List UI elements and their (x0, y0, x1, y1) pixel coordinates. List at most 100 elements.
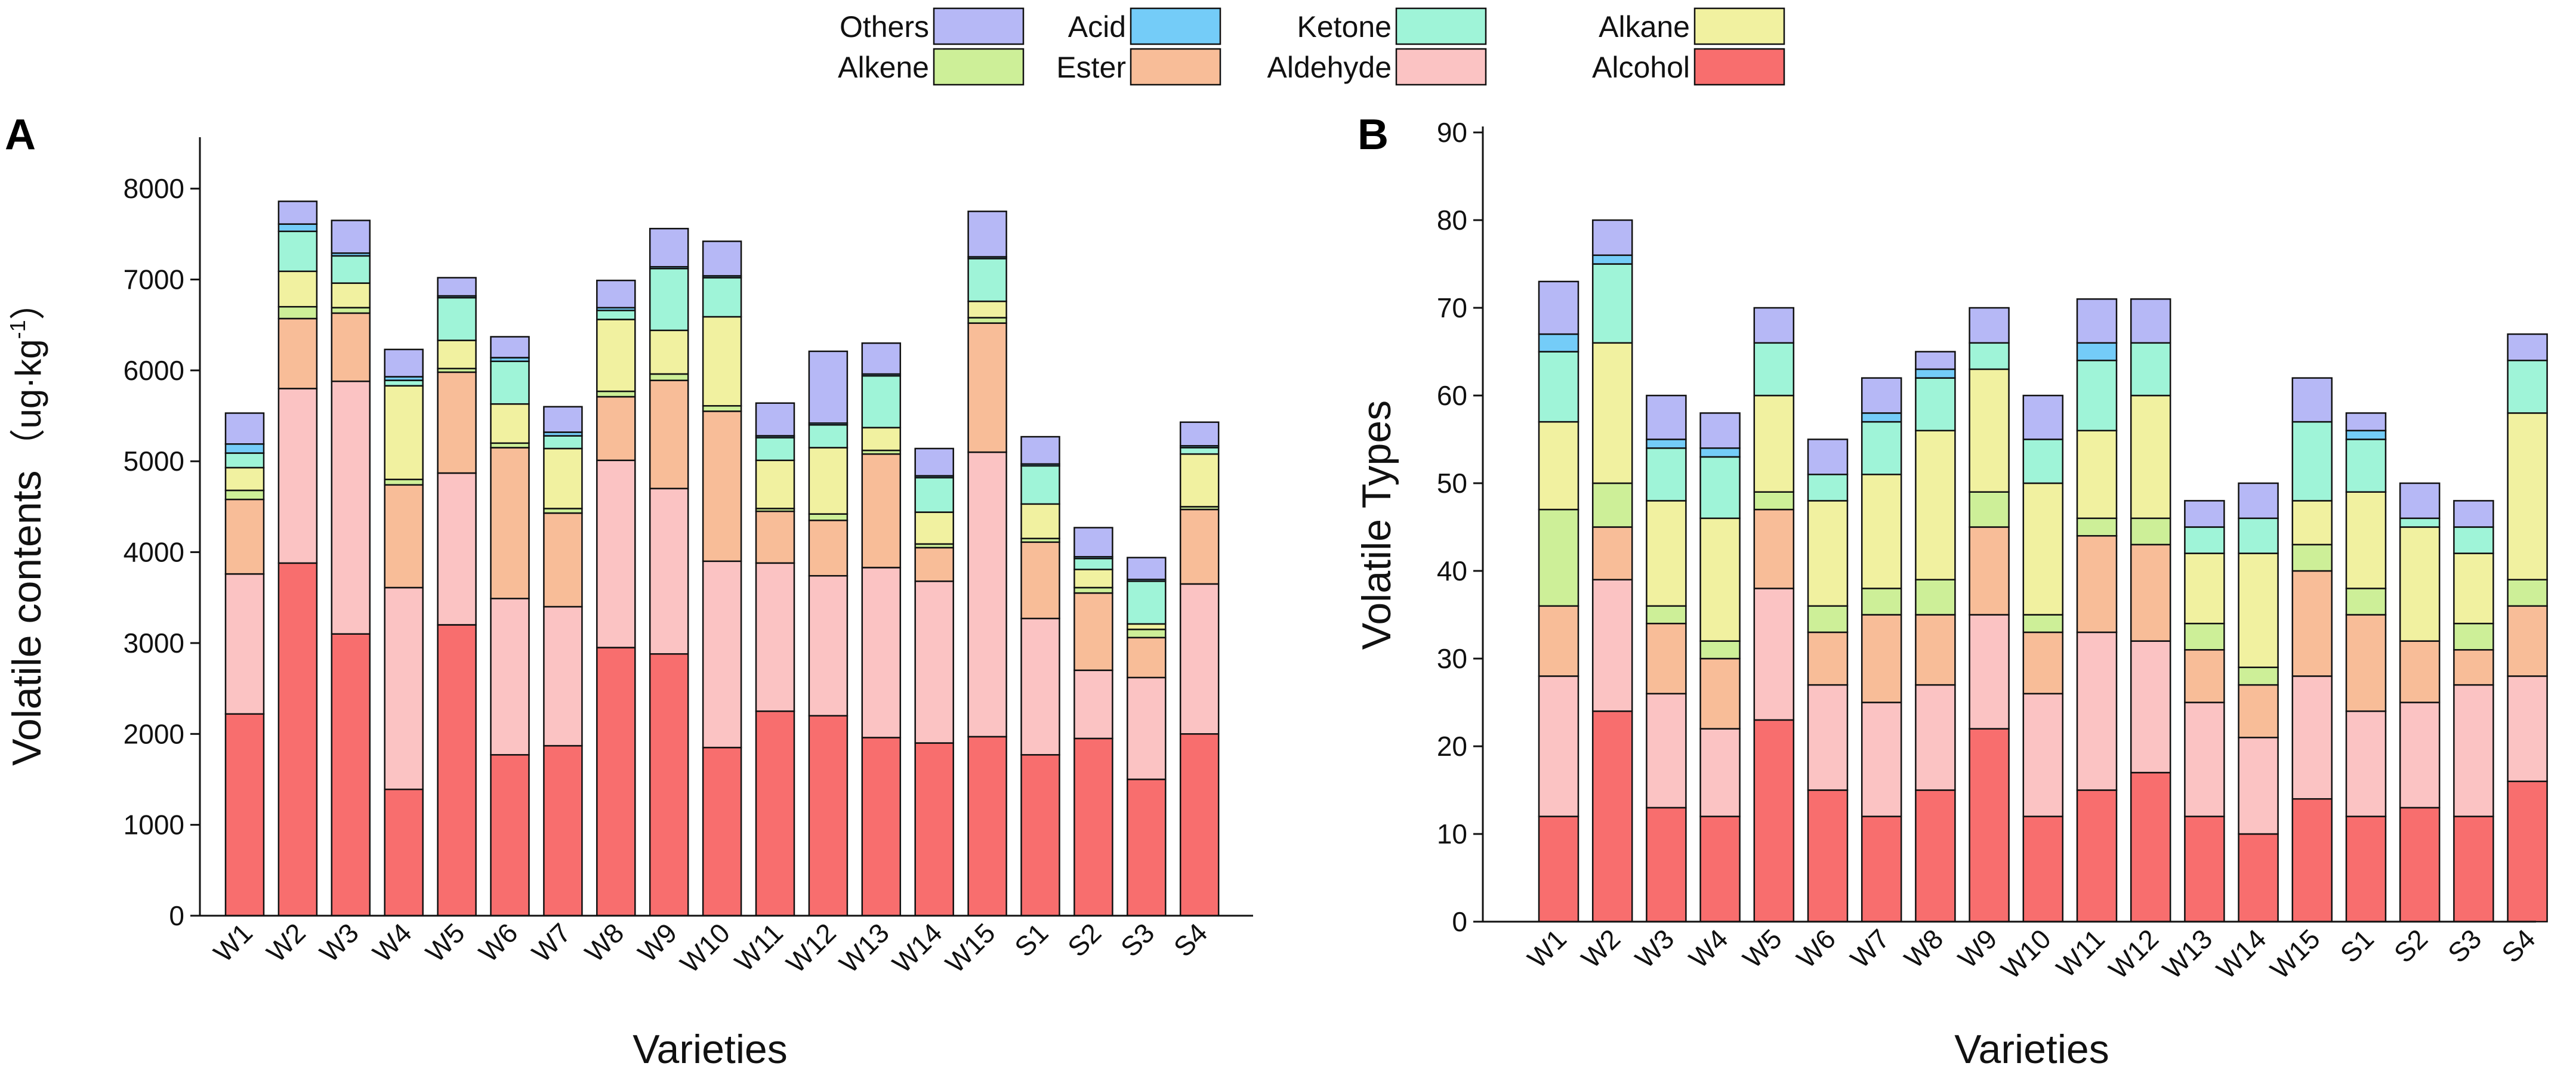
bar-s1-alkane (2345, 491, 2387, 589)
bar-w2-others (1591, 219, 1633, 257)
bar-s2-alcohol (1073, 737, 1113, 917)
bar-w9-aldehyde (649, 487, 689, 655)
bar-w12-ketone (808, 424, 849, 449)
bar-w14-others (2238, 482, 2279, 520)
bar-s4-ketone (1179, 447, 1220, 455)
bar-w14-alkane (914, 511, 954, 545)
bar-w1-ester (1538, 605, 1579, 677)
bar-s2-ester (1073, 592, 1113, 671)
bar-w15-ester (2291, 570, 2333, 677)
bar-w15-others (2291, 377, 2333, 423)
bar-w15-alkane (2291, 500, 2333, 546)
bar-w11-ester (2076, 535, 2118, 634)
y-tick-label: 3000 (124, 628, 184, 659)
x-tick-label-w11: W11 (729, 917, 789, 977)
bar-w6-alkane (1807, 500, 1849, 607)
bar-w15-ketone (967, 258, 1007, 302)
bar-w7-aldehyde (1861, 702, 1902, 817)
bar-w13-alcohol (861, 737, 902, 917)
legend-swatch-alcohol (1693, 48, 1785, 86)
x-tick-label-w4: W4 (1683, 923, 1734, 974)
bar-w2-alkene (277, 305, 318, 320)
bar-w11-alkane (755, 459, 795, 509)
bar-s4-ketone (2507, 359, 2548, 414)
bar-s1-ester (1020, 541, 1060, 620)
bar-w14-ester (914, 546, 954, 582)
y-axis-title-main: Volatile Types (1354, 400, 1399, 650)
bar-w12-ester (2130, 543, 2171, 642)
bar-s2-ketone (1073, 558, 1113, 570)
y-tick-label: 80 (1437, 205, 1467, 236)
bar-w1-ketone (224, 452, 265, 469)
bar-w12-ketone (2130, 342, 2171, 397)
bar-w6-alcohol (1807, 789, 1849, 923)
bar-w4-alcohol (384, 788, 424, 917)
y-tick-label: 6000 (124, 355, 184, 386)
bar-w13-ester (861, 453, 902, 569)
bar-w4-alkene (384, 478, 424, 486)
y-axis-title-unit-close: ） (8, 284, 48, 320)
bar-w3-alcohol (1646, 807, 1687, 923)
bar-w9-others (1969, 307, 2010, 344)
bar-w4-alkene (1699, 640, 1741, 660)
bar-w13-others (2184, 500, 2225, 528)
bar-w11-aldehyde (755, 562, 795, 712)
y-axis-title-unit: （ug·kg (8, 339, 48, 464)
bar-w13-aldehyde (861, 567, 902, 739)
bar-s3-ketone (1127, 580, 1167, 625)
bar-w7-others (543, 406, 583, 433)
x-tick-label-w7: W7 (526, 917, 577, 968)
bar-w8-alcohol (596, 647, 636, 917)
bar-w5-ketone (437, 296, 477, 341)
bar-w3-alkane (1646, 500, 1687, 607)
x-tick-label-s4: S4 (1168, 917, 1214, 963)
bar-w4-aldehyde (1699, 728, 1741, 817)
bar-w1-acid (224, 443, 265, 454)
bar-w1-alkane (224, 467, 265, 492)
bar-w2-ketone (277, 230, 318, 273)
bar-w12-ester (808, 520, 849, 577)
bar-s2-aldehyde (2399, 702, 2441, 809)
bars-group (224, 200, 1220, 917)
bar-w10-alkene (702, 405, 742, 412)
x-tick-label-s4: S4 (2495, 923, 2541, 969)
bar-w13-alkene (2184, 622, 2225, 651)
bar-w12-others (808, 350, 849, 424)
bar-w3-alkene (1646, 605, 1687, 625)
bar-w5-aldehyde (1753, 588, 1795, 721)
bar-s1-alkane (1020, 503, 1060, 539)
bar-w11-alcohol (2076, 789, 2118, 923)
bar-s4-ester (2507, 605, 2548, 677)
bar-w14-alkane (2238, 552, 2279, 668)
bar-s3-ester (1127, 637, 1167, 679)
bar-w8-alkane (1915, 430, 1956, 580)
bar-w6-ester (1807, 631, 1849, 686)
bar-w14-aldehyde (2238, 737, 2279, 835)
y-tick-label: 90 (1437, 117, 1467, 148)
bar-w6-aldehyde (490, 598, 530, 756)
bar-s2-others (1073, 527, 1113, 558)
legend-item-alcohol: Alcohol (1592, 48, 1785, 86)
bar-w2-alcohol (277, 562, 318, 917)
bar-s3-alkene (1127, 628, 1167, 639)
bar-s2-ester (2399, 640, 2441, 703)
bar-s4-alkane (2507, 412, 2548, 580)
bar-s3-alkane (2453, 552, 2494, 625)
bar-w1-alkene (1538, 508, 1579, 607)
bar-w13-alkane (861, 427, 902, 452)
bar-w14-ester (2238, 684, 2279, 739)
legend-swatch-acid (1130, 7, 1221, 45)
bar-w12-alkane (808, 447, 849, 515)
x-tick-label-w10: W10 (674, 917, 736, 979)
legend-swatch-alkene (933, 48, 1025, 86)
bar-w13-alkane (2184, 552, 2225, 625)
bar-w9-alkane (649, 329, 689, 375)
bar-s2-ketone (2399, 517, 2441, 528)
bar-w13-aldehyde (2184, 702, 2225, 817)
legend-label-ester: Ester (1056, 51, 1126, 84)
bar-w4-aldehyde (384, 586, 424, 790)
legend-label-acid: Acid (1068, 10, 1126, 44)
bar-w10-alcohol (2022, 815, 2064, 923)
bar-w5-ester (1753, 508, 1795, 589)
y-axis-title: Volatile contents （ug·kg-1） (4, 284, 50, 765)
